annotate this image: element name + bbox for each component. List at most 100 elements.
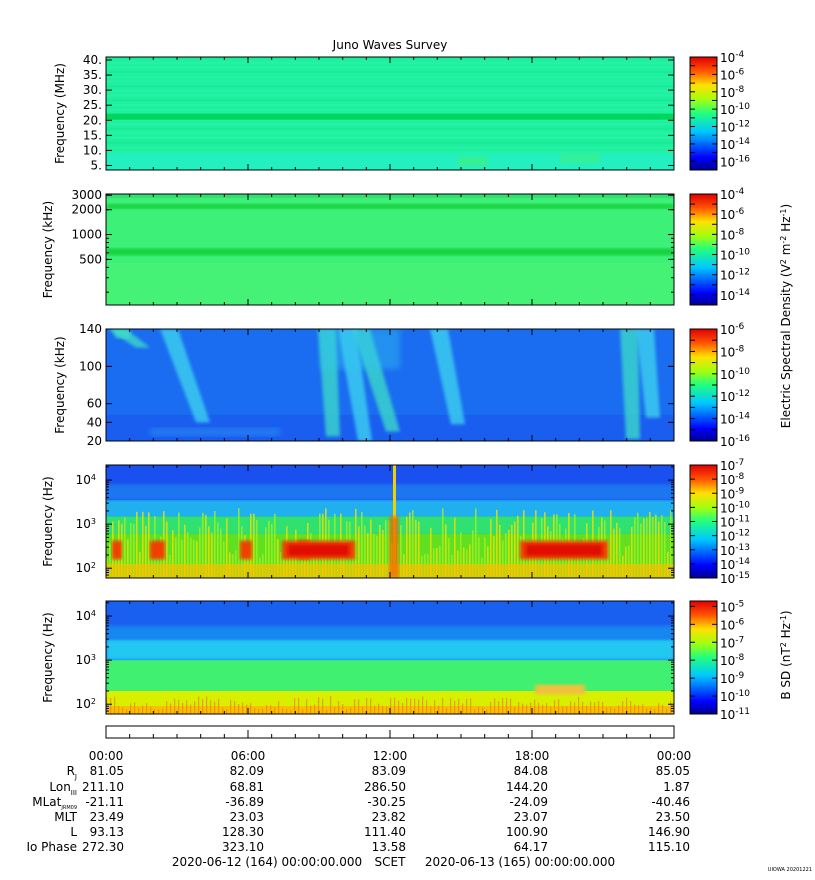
colorbar-tick-label: 10-14: [720, 557, 750, 572]
y-tick-label: 30.: [83, 83, 102, 97]
spectrogram-5: [106, 601, 674, 714]
ephemeris-value: -40.46: [651, 795, 690, 809]
ephemeris-value: 84.08: [514, 764, 548, 778]
ephemeris-label: RJ: [67, 764, 77, 781]
colorbar-tick-label: 10-10: [720, 500, 750, 515]
ephemeris-value: 1.87: [663, 780, 690, 794]
colorbar-4: 10-710-810-910-1010-1110-1210-1310-1410-…: [689, 458, 750, 586]
y-axis-label: Frequency (MHz): [53, 63, 67, 164]
colorbar-tick-label: 10-9: [720, 486, 745, 501]
colorbar-tick-label: 10-6: [720, 207, 745, 222]
ephemeris-value: 64.17: [514, 840, 548, 854]
ephemeris-label: LonIII: [49, 780, 77, 797]
y-tick-label: 35.: [83, 68, 102, 82]
figure-title: Juno Waves Survey: [332, 38, 448, 52]
colorbar-tick-label: 10-4: [720, 187, 745, 202]
colorbar-tick-label: 10-8: [720, 85, 745, 100]
ephemeris-value: 115.10: [648, 840, 690, 854]
panel-4: 102 103 104 Frequency (Hz) 10-710-810-910-10…: [41, 458, 750, 586]
time-tick-label: 18:00: [515, 749, 550, 763]
colorbar-tick-label: 10-12: [720, 389, 750, 404]
y-tick-label: 25.: [83, 98, 102, 112]
colorbar-tick-label: 10-6: [720, 322, 745, 337]
y-tick-label: 40: [87, 415, 102, 429]
ephemeris-value: 23.49: [90, 810, 124, 824]
y-tick-label: 1000: [71, 228, 102, 242]
colorbar-label-magnetic: B SD (nT2 Hz-1): [779, 610, 794, 699]
y-axis-label: Frequency (Hz): [41, 476, 55, 567]
time-tick-label: 00:00: [657, 749, 692, 763]
panel-1: 5.10.15.20.25.30.35.40. Frequency (MHz) 10…: [53, 50, 750, 172]
y-tick-label: 20: [87, 434, 102, 448]
ephemeris-value: 93.13: [90, 825, 124, 839]
colorbar-tick-label: 10-8: [720, 227, 745, 242]
colorbar-tick-label: 10-7: [720, 458, 744, 473]
y-tick-label: 103: [76, 653, 96, 668]
ephemeris-value: 23.50: [656, 810, 690, 824]
y-tick-label: 104: [76, 473, 96, 488]
colorbar-tick-label: 10-6: [720, 617, 745, 632]
colorbar-2: 10-4 10-6 10-8 10-10 10-12 10-14: [689, 187, 750, 306]
panel-3: 20 40 60 100 140 Frequency (kHz) 10-6 10-8 10-10…: [53, 322, 750, 449]
y-tick-label: 2000: [71, 203, 102, 217]
ephemeris-value: 146.90: [648, 825, 690, 839]
ephemeris-label: L: [70, 825, 77, 839]
footer-end: 2020-06-13 (165) 00:00:00.000: [425, 855, 615, 869]
y-tick-label: 500: [79, 252, 102, 266]
ephemeris-value: 23.03: [230, 810, 264, 824]
y-tick-label: 103: [76, 517, 96, 532]
ephemeris-value: 83.09: [372, 764, 406, 778]
colorbar-tick-label: 10-4: [720, 50, 745, 65]
y-tick-label: 40.: [83, 53, 102, 67]
colorbar-tick-label: 10-11: [720, 707, 750, 722]
ephemeris-label: MLatJRM09: [32, 795, 77, 811]
y-tick-label: 100: [79, 359, 102, 373]
y-tick-label: 104: [76, 609, 96, 624]
time-axis: 00:00 06:00 12:00 18:00 00:00: [89, 725, 692, 763]
spectrogram-1: [106, 57, 674, 170]
colorbar-tick-label: 10-10: [720, 689, 750, 704]
y-tick-label: 140: [79, 322, 102, 336]
colorbar-tick-label: 10-16: [720, 434, 750, 449]
colorbar-tick-label: 10-8: [720, 653, 745, 668]
time-tick-label: 12:00: [373, 749, 408, 763]
ephemeris-value: 128.30: [222, 825, 264, 839]
ephemeris-value: 323.10: [222, 840, 264, 854]
ephemeris-value: 111.40: [364, 825, 406, 839]
ephemeris-value: 23.07: [514, 810, 548, 824]
ephemeris-value: 144.20: [506, 780, 548, 794]
spectrogram-4: [106, 465, 674, 578]
colorbar-label-electric: Electric Spectral Density (V2 m-2 Hz-1): [779, 204, 794, 428]
colorbar-tick-label: 10-5: [720, 599, 744, 614]
colorbar-tick-label: 10-7: [720, 635, 744, 650]
y-tick-label: 102: [76, 561, 96, 576]
ephemeris-value: 13.58: [372, 840, 406, 854]
colorbar-tick-label: 10-15: [720, 571, 750, 586]
ephemeris-value: -21.11: [85, 795, 124, 809]
y-axis-label: Frequency (kHz): [41, 201, 55, 298]
colorbar-tick-label: 10-14: [720, 412, 750, 427]
ephemeris-table: RJ 81.05 82.09 83.09 84.08 85.05 LonIII 211.10 6…: [26, 764, 690, 854]
time-tick-label: 00:00: [89, 749, 124, 763]
ephemeris-value: 272.30: [82, 840, 124, 854]
colorbar-1: 10-4 10-6 10-8 10-10 10-12 10-14 10-16: [689, 50, 750, 171]
time-tick-label: 06:00: [231, 749, 266, 763]
ephemeris-value: 286.50: [364, 780, 406, 794]
ephemeris-value: -24.09: [509, 795, 548, 809]
colorbar-tick-label: 10-11: [720, 515, 750, 530]
colorbar-5: 10-5 10-6 10-7 10-8 10-9 10-10 10-11: [689, 599, 750, 722]
y-tick-label: 10.: [83, 143, 102, 157]
ephemeris-value: 100.90: [506, 825, 548, 839]
ephemeris-value: 82.09: [230, 764, 264, 778]
colorbar-tick-label: 10-10: [720, 248, 750, 263]
y-tick-label: 3000: [71, 188, 102, 202]
ephemeris-label: Io Phase: [26, 840, 77, 854]
colorbar-tick-label: 10-10: [720, 367, 750, 382]
ephemeris-value: -36.89: [225, 795, 264, 809]
spectrogram-2: [106, 194, 674, 305]
watermark: UIOWA 20201221: [768, 867, 812, 873]
ephemeris-value: 23.82: [372, 810, 406, 824]
colorbar-tick-label: 10-10: [720, 102, 750, 117]
colorbar-tick-label: 10-16: [720, 154, 750, 169]
